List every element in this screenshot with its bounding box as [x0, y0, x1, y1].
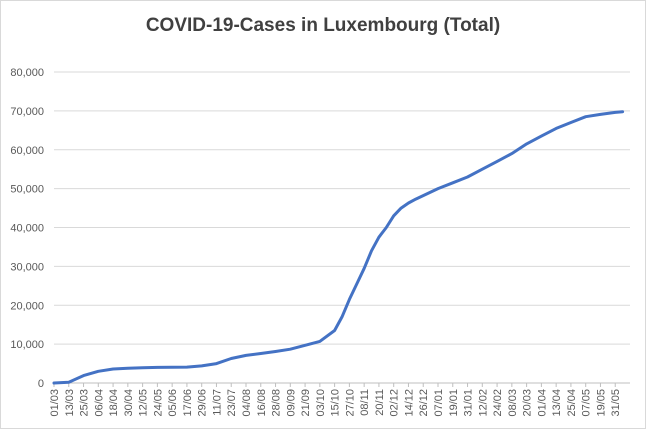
y-tick-label: 30,000 [10, 261, 44, 273]
x-tick-label: 20/03 [522, 389, 534, 417]
x-tick-label: 31/05 [610, 389, 622, 417]
y-tick-label: 70,000 [10, 106, 44, 118]
x-tick-label: 07/05 [581, 389, 593, 417]
x-tick-label: 02/12 [389, 389, 401, 417]
x-tick-label: 18/04 [108, 389, 120, 417]
x-tick-label: 21/09 [300, 389, 312, 417]
x-tick-label: 26/12 [418, 389, 430, 417]
y-tick-label: 0 [38, 378, 44, 390]
x-tick-label: 17/06 [182, 389, 194, 417]
chart-title: COVID-19-Cases in Luxembourg (Total) [145, 15, 501, 36]
x-tick-label: 16/08 [256, 389, 268, 417]
x-tick-label: 06/04 [93, 389, 105, 417]
x-tick-label: 08/03 [507, 389, 519, 417]
x-tick-label: 03/10 [315, 389, 327, 417]
x-tick-label: 13/04 [551, 389, 563, 417]
x-tick-label: 24/02 [492, 389, 504, 417]
x-tick-label: 31/01 [463, 389, 475, 417]
x-tick-label: 27/10 [344, 389, 356, 417]
x-tick-label: 11/07 [211, 389, 223, 416]
x-tick-label: 29/06 [197, 389, 209, 417]
x-tick-label: 24/05 [152, 389, 164, 417]
x-tick-label: 28/08 [271, 389, 283, 417]
x-tick-label: 01/04 [536, 389, 548, 417]
x-tick-label: 13/03 [64, 389, 76, 417]
y-tick-label: 10,000 [10, 339, 44, 351]
x-tick-label: 20/11 [374, 389, 386, 416]
x-tick-label: 04/08 [241, 389, 253, 417]
x-tick-label: 12/02 [477, 389, 489, 417]
x-tick-label: 01/03 [49, 389, 61, 417]
series-line [52, 110, 625, 385]
x-tick-label: 25/03 [79, 389, 91, 417]
y-tick-label: 50,000 [10, 184, 44, 196]
x-tick-label: 14/12 [403, 389, 415, 417]
x-tick-label: 05/06 [167, 389, 179, 417]
x-tick-label: 09/09 [285, 389, 297, 417]
x-tick-label: 15/10 [330, 389, 342, 417]
y-tick-label: 20,000 [10, 300, 44, 312]
x-tick-label: 12/05 [138, 389, 150, 417]
y-tick-label: 80,000 [10, 67, 44, 79]
x-tick-label: 19/01 [448, 389, 460, 417]
x-tick-label: 30/04 [123, 389, 135, 417]
x-tick-label: 08/11 [359, 389, 371, 416]
x-tick-label: 23/07 [226, 389, 238, 417]
y-tick-label: 60,000 [10, 145, 44, 157]
y-tick-label: 40,000 [10, 223, 44, 235]
x-tick-label: 07/01 [433, 389, 445, 417]
x-tick-label: 25/04 [566, 389, 578, 417]
x-tick-label: 19/05 [595, 389, 607, 417]
